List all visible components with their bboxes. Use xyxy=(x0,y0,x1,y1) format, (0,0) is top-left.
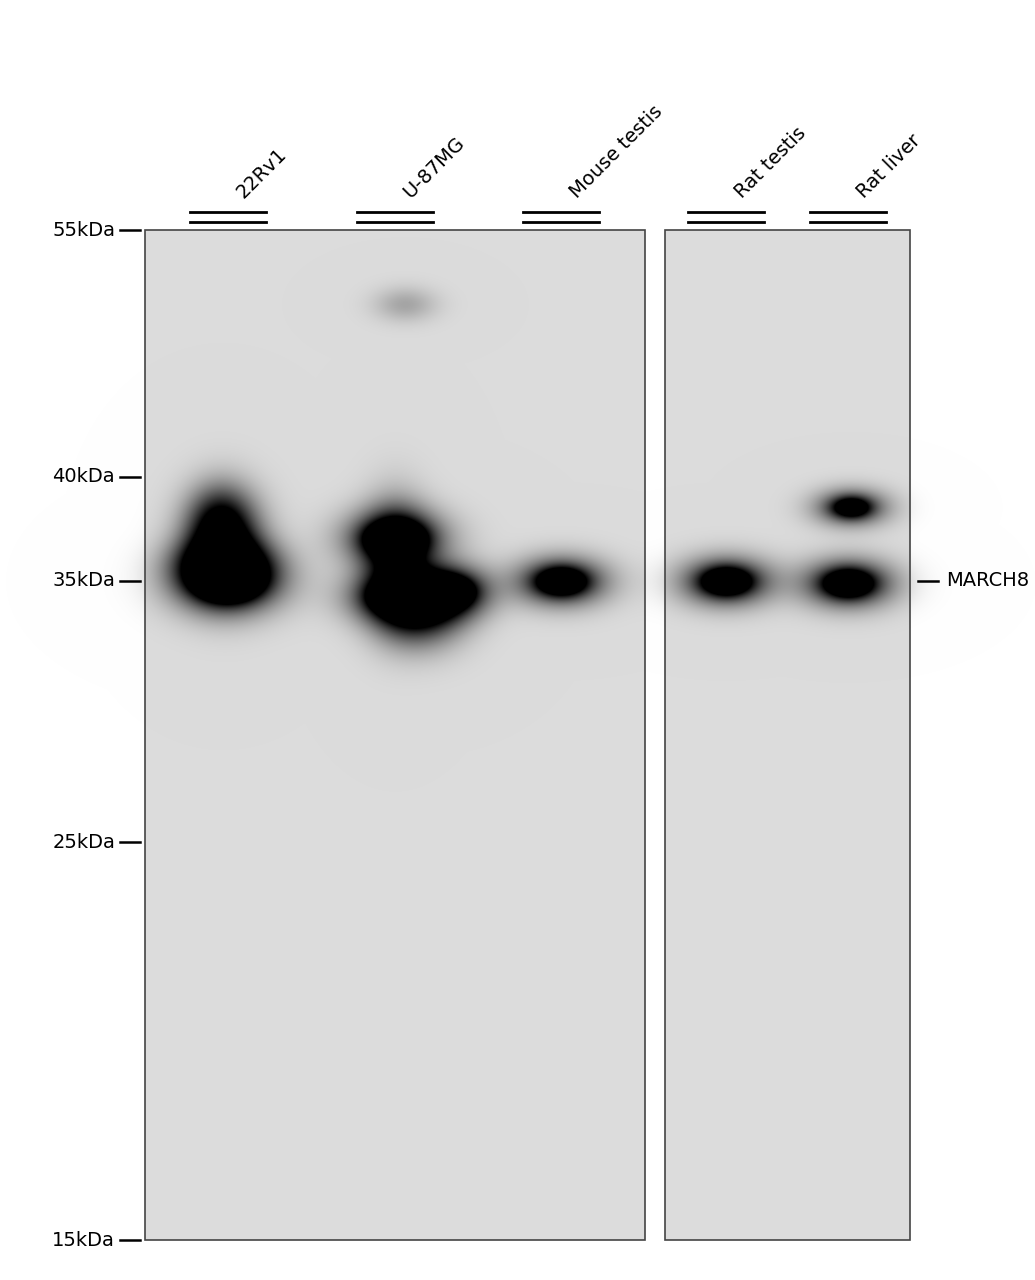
Text: Rat testis: Rat testis xyxy=(731,124,809,202)
Text: Rat liver: Rat liver xyxy=(853,131,924,202)
Bar xyxy=(145,230,645,1240)
Text: 15kDa: 15kDa xyxy=(52,1230,115,1249)
Text: 40kDa: 40kDa xyxy=(53,467,115,486)
Text: 35kDa: 35kDa xyxy=(52,571,115,590)
Text: MARCH8: MARCH8 xyxy=(946,571,1029,590)
Text: 22Rv1: 22Rv1 xyxy=(233,145,291,202)
Text: U-87MG: U-87MG xyxy=(400,133,469,202)
Text: 25kDa: 25kDa xyxy=(52,832,115,851)
Text: Mouse testis: Mouse testis xyxy=(566,102,666,202)
Bar xyxy=(666,230,910,1240)
Text: 55kDa: 55kDa xyxy=(52,220,115,239)
